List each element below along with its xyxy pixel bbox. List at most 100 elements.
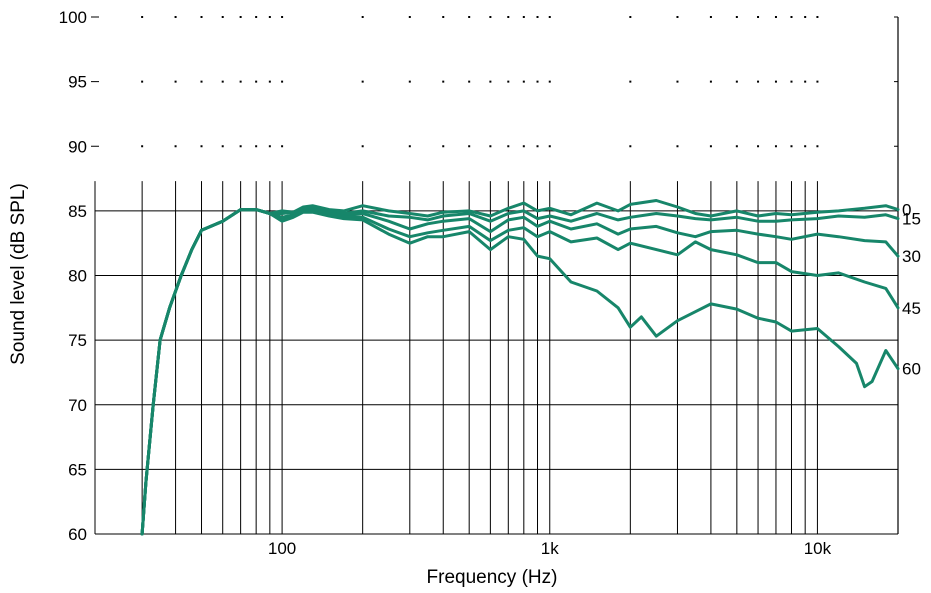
series-line <box>140 206 900 536</box>
grid-dot <box>790 145 793 148</box>
grid-dot <box>536 16 539 18</box>
grid-dot <box>239 80 242 83</box>
grid-dot <box>489 16 492 18</box>
grid-dot <box>629 145 632 148</box>
grid-dot <box>735 145 738 148</box>
grid-dot <box>200 145 203 148</box>
grid-dot <box>507 145 510 148</box>
grid-dot <box>536 80 539 83</box>
x-tick-label: 100 <box>268 539 296 558</box>
grid-dot <box>816 80 819 83</box>
grid-dot <box>676 145 679 148</box>
grid-dot <box>468 145 471 148</box>
grid-dot <box>281 145 284 148</box>
grid-dot <box>255 145 258 148</box>
series-label: 45 <box>902 299 921 318</box>
series-line <box>140 208 900 536</box>
series-label: 30 <box>902 247 921 266</box>
grid-dot <box>255 16 258 18</box>
grid-dot <box>489 145 492 148</box>
grid-dot <box>790 16 793 18</box>
grid-dot <box>629 80 632 83</box>
grid-dot <box>141 145 144 148</box>
grid-dot <box>774 145 777 148</box>
grid-dot <box>361 16 364 18</box>
grid-dot <box>408 80 411 83</box>
grid-dot <box>281 16 284 18</box>
series-lines <box>140 199 900 536</box>
series-label: 0 <box>902 201 911 220</box>
x-axis-title: Frequency (Hz) <box>427 567 558 588</box>
grid-dot <box>757 80 760 83</box>
grid-dot <box>141 80 144 83</box>
y-tick-label: 95 <box>68 73 87 92</box>
grid-dot <box>629 16 632 18</box>
grid-dot <box>548 145 551 148</box>
grid-dot <box>790 80 793 83</box>
grid <box>95 16 898 535</box>
y-tick-label: 85 <box>68 202 87 221</box>
grid-dot <box>141 16 144 18</box>
grid-dot <box>221 80 224 83</box>
grid-dot <box>221 16 224 18</box>
grid-dot <box>468 16 471 18</box>
grid-dot <box>268 80 271 83</box>
grid-dot <box>816 145 819 148</box>
grid-dot <box>816 16 819 18</box>
grid-dot <box>709 145 712 148</box>
x-tick-label: 1k <box>541 539 559 558</box>
series-line <box>140 199 900 536</box>
grid-dot <box>239 145 242 148</box>
grid-dot <box>757 16 760 18</box>
grid-dot <box>522 80 525 83</box>
grid-dot <box>408 16 411 18</box>
grid-dot <box>239 16 242 18</box>
grid-dot <box>268 145 271 148</box>
tick-labels: 60 65 70 75 80 85 90 95 100 100 1k 10k <box>59 8 832 558</box>
grid-dot <box>522 145 525 148</box>
grid-dot <box>442 16 445 18</box>
grid-dot <box>174 80 177 83</box>
grid-dot <box>507 80 510 83</box>
series-line <box>140 208 900 536</box>
grid-dot <box>735 80 738 83</box>
grid-dot <box>548 16 551 18</box>
grid-dot <box>268 16 271 18</box>
series-label: 15 <box>902 210 921 229</box>
grid-dot <box>442 80 445 83</box>
grid-dot <box>735 16 738 18</box>
y-tick-label: 80 <box>68 267 87 286</box>
series-line <box>140 208 900 536</box>
grid-dot <box>507 16 510 18</box>
grid-dot <box>522 16 525 18</box>
y-tick-label: 75 <box>68 331 87 350</box>
grid-dot <box>757 145 760 148</box>
series-label: 60 <box>902 360 921 379</box>
x-tick-label: 10k <box>804 539 832 558</box>
y-axis-title: Sound level (dB SPL) <box>8 183 29 365</box>
y-tick-label: 65 <box>68 460 87 479</box>
y-tick-label: 90 <box>68 137 87 156</box>
y-tick-label: 70 <box>68 396 87 415</box>
grid-dot <box>676 16 679 18</box>
grid-dot <box>281 80 284 83</box>
grid-dot <box>468 80 471 83</box>
grid-dot <box>709 16 712 18</box>
grid-dot <box>442 145 445 148</box>
grid-dot <box>361 145 364 148</box>
grid-dot <box>489 80 492 83</box>
grid-dot <box>200 16 203 18</box>
grid-dot <box>221 145 224 148</box>
grid-dot <box>200 80 203 83</box>
axes <box>91 16 899 534</box>
grid-dot <box>174 16 177 18</box>
grid-dot <box>255 80 258 83</box>
grid-dot <box>548 80 551 83</box>
grid-dot <box>804 145 807 148</box>
grid-dot <box>774 80 777 83</box>
grid-dot <box>804 80 807 83</box>
series-labels: 015 30 45 60 <box>902 201 921 379</box>
grid-dot <box>361 80 364 83</box>
